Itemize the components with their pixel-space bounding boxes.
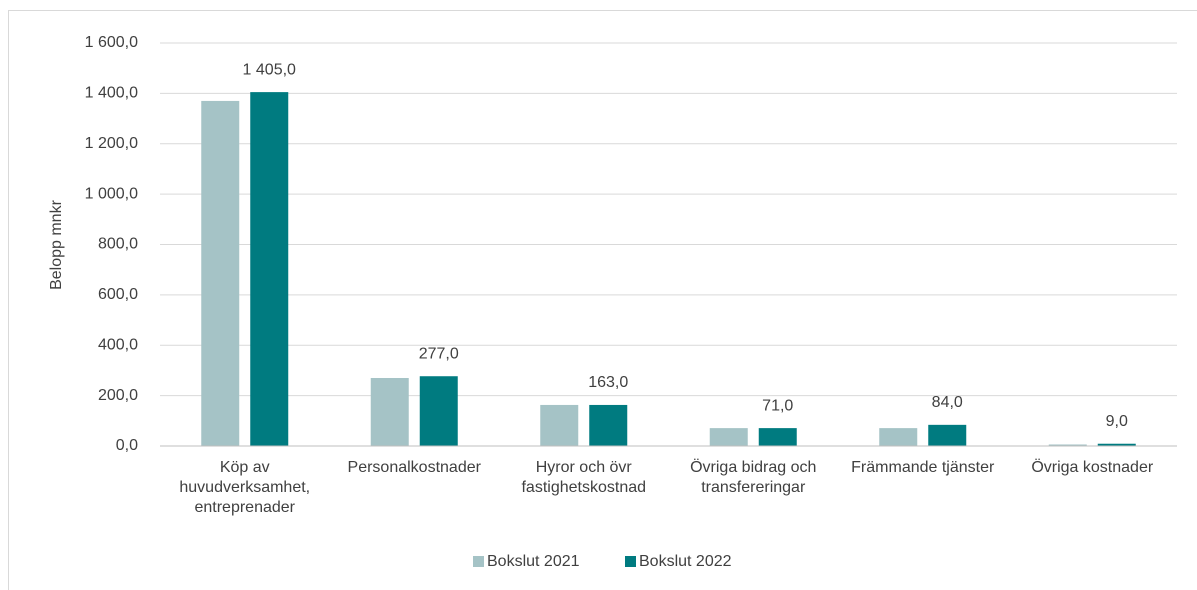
y-axis-title: Belopp mnkr	[48, 199, 65, 289]
bar	[879, 428, 918, 446]
y-tick-label: 800,0	[98, 236, 138, 253]
legend-swatch	[625, 556, 636, 567]
chart-frame	[8, 10, 1197, 590]
x-tick-label: Personalkostnader	[347, 459, 481, 476]
data-label: 9,0	[1106, 413, 1128, 430]
bar	[1048, 444, 1087, 446]
bar	[928, 424, 967, 446]
y-tick-label: 200,0	[98, 387, 138, 404]
y-tick-label: 1 400,0	[85, 85, 138, 102]
data-label: 277,0	[419, 345, 459, 362]
bar	[758, 428, 797, 446]
y-tick-label: 0,0	[116, 437, 138, 454]
x-tick-label: Hyror och övr fastighetskostnad	[521, 459, 647, 496]
bar	[709, 428, 748, 446]
legend-label: Bokslut 2022	[639, 553, 732, 570]
legend-swatch	[473, 556, 484, 567]
data-label: 163,0	[588, 374, 628, 391]
bar	[201, 100, 240, 447]
bar	[250, 92, 289, 446]
bar	[370, 377, 409, 446]
legend-label: Bokslut 2021	[487, 553, 580, 570]
bar	[589, 404, 628, 446]
x-tick-label: Övriga kostnader	[1031, 459, 1154, 476]
data-label: 1 405,0	[243, 61, 296, 78]
y-tick-label: 400,0	[98, 336, 138, 353]
data-label: 71,0	[762, 397, 793, 414]
x-tick-label: Köp av huvudverksamhet, entreprenader	[179, 459, 311, 516]
y-tick-label: 600,0	[98, 286, 138, 303]
bar	[540, 404, 579, 446]
data-label: 84,0	[932, 394, 963, 411]
y-tick-label: 1 000,0	[85, 185, 138, 202]
x-tick-label: Övriga bidrag och transfereringar	[690, 459, 817, 496]
y-tick-label: 1 600,0	[85, 34, 138, 51]
x-tick-label: Främmande tjänster	[851, 459, 995, 476]
y-tick-label: 1 200,0	[85, 135, 138, 152]
bar	[419, 376, 458, 446]
bar	[1097, 443, 1136, 446]
